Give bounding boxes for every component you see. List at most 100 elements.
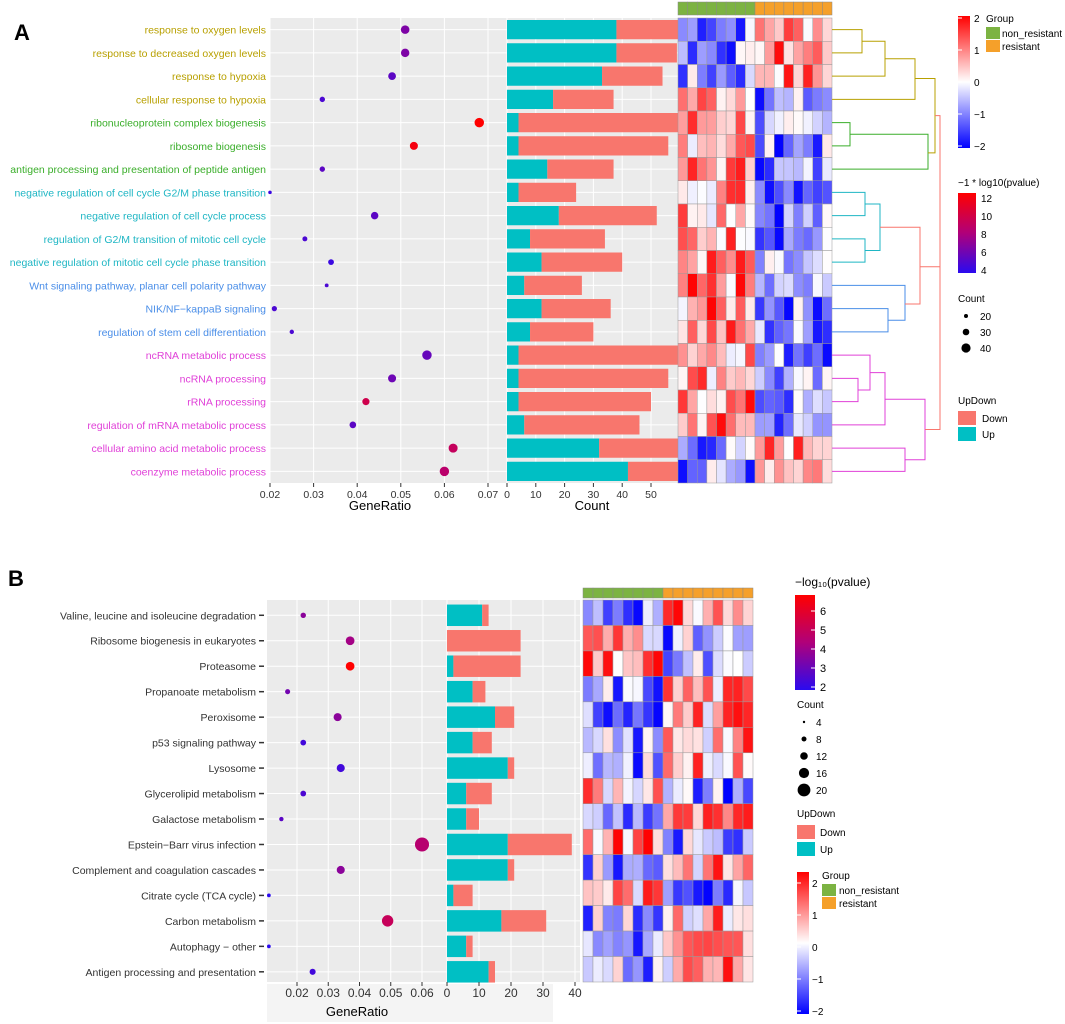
b-heat-cell bbox=[592, 727, 604, 754]
a-count-tick-label: 10 bbox=[530, 489, 542, 501]
b-heat-cell bbox=[632, 599, 644, 626]
a-term-label: rRNA processing bbox=[187, 397, 266, 409]
b-heat-cell bbox=[682, 854, 694, 881]
b-heat-cell bbox=[712, 727, 724, 754]
b-bar-up bbox=[447, 859, 508, 881]
b-term-label: Antigen processing and presentation bbox=[86, 967, 257, 979]
a-heat-cell bbox=[812, 343, 823, 367]
a-group-swatch-res bbox=[986, 40, 1000, 52]
b-heat-cell bbox=[712, 778, 724, 804]
b-heat-cell bbox=[662, 752, 674, 779]
a-heat-cell bbox=[706, 227, 717, 251]
a-group-swatch-non bbox=[986, 27, 1000, 39]
a-heat-cell bbox=[754, 203, 765, 228]
b-heat-cell bbox=[722, 854, 734, 881]
a-heat-tick-label: 2 bbox=[974, 14, 980, 25]
panel-b-label: B bbox=[8, 566, 24, 591]
a-dot bbox=[409, 141, 418, 150]
a-heat-cell bbox=[687, 413, 698, 437]
b-pval-title: −log₁₀(pvalue) bbox=[795, 575, 870, 589]
a-heat-cell bbox=[716, 389, 727, 414]
b-heat-cell bbox=[622, 650, 634, 677]
b-group-title: Group bbox=[822, 871, 850, 882]
panel-a-label: A bbox=[14, 20, 30, 45]
b-heat-cell bbox=[742, 854, 754, 881]
a-heat-cell bbox=[687, 320, 698, 344]
a-bar-up bbox=[507, 299, 542, 319]
b-heat-cell bbox=[652, 676, 664, 703]
b-heat-cell bbox=[692, 956, 704, 983]
a-heat-cell bbox=[802, 134, 813, 158]
b-heat-cell bbox=[612, 905, 624, 932]
a-heat-cell bbox=[764, 227, 775, 251]
a-heat-cell bbox=[706, 273, 717, 298]
a-heat-cell bbox=[725, 41, 736, 65]
b-heat-cell bbox=[582, 854, 594, 881]
a-heat-cell bbox=[697, 87, 708, 112]
a-dendro-branch bbox=[832, 372, 886, 426]
a-bar-down bbox=[524, 415, 640, 435]
a-bar-down bbox=[530, 322, 594, 342]
b-heat-cell bbox=[722, 956, 734, 983]
a-term-label: cellular amino acid metabolic process bbox=[92, 443, 267, 455]
a-heat-cell bbox=[802, 366, 813, 391]
b-bar-down bbox=[472, 680, 486, 703]
b-heat-cell bbox=[702, 803, 714, 830]
a-heat-cell bbox=[687, 227, 698, 251]
b-bar-down bbox=[488, 961, 495, 983]
b-heat-cell bbox=[672, 828, 684, 855]
a-heat-cell bbox=[822, 41, 833, 65]
b-group-non-label: non_resistant bbox=[839, 886, 899, 897]
a-heat-cell bbox=[783, 459, 794, 484]
b-heat-cell bbox=[692, 854, 704, 881]
a-group-cell bbox=[783, 1, 794, 16]
a-dot bbox=[289, 329, 294, 335]
a-heat-cell bbox=[725, 180, 736, 205]
a-heat-cell bbox=[812, 134, 823, 158]
b-pval-tick-label: 5 bbox=[820, 625, 826, 637]
b-heat-colorbar bbox=[797, 872, 809, 1014]
a-heat-cell bbox=[802, 87, 813, 112]
a-heat-cell bbox=[774, 134, 785, 158]
b-bar-up bbox=[447, 757, 508, 779]
a-dendro-branch bbox=[915, 77, 936, 154]
a-term-label: antigen processing and presentation of p… bbox=[10, 164, 266, 176]
b-heat-cell bbox=[682, 752, 694, 779]
a-heat-cell bbox=[754, 366, 765, 391]
a-heat-cell bbox=[725, 366, 736, 391]
a-heat-cell bbox=[687, 296, 698, 321]
a-updown-title: UpDown bbox=[958, 396, 996, 407]
b-heat-cell bbox=[702, 854, 714, 881]
a-bar-up bbox=[507, 20, 617, 40]
a-heat-cell bbox=[822, 157, 833, 181]
b-heat-cell bbox=[692, 930, 704, 957]
a-pval-tick-label: 4 bbox=[981, 266, 987, 277]
a-dot bbox=[370, 211, 379, 220]
b-term-label: Lysosome bbox=[209, 763, 257, 775]
b-heat-cell bbox=[582, 752, 594, 779]
a-heat-cell bbox=[774, 343, 785, 367]
a-heat-cell bbox=[822, 343, 833, 367]
b-heat-cell bbox=[722, 879, 734, 906]
a-count-legend-items: 20 30 40 bbox=[961, 312, 992, 355]
a-heat-cell bbox=[822, 87, 833, 112]
a-group-cell bbox=[687, 1, 698, 16]
a-heat-cell bbox=[774, 180, 785, 205]
b-heat-cell bbox=[742, 676, 754, 703]
b-heat-cell bbox=[632, 930, 644, 957]
b-heat-cell bbox=[692, 676, 704, 703]
b-heat-cell bbox=[742, 727, 754, 754]
a-dot bbox=[439, 466, 450, 477]
a-down-swatch bbox=[958, 411, 976, 425]
a-up-swatch bbox=[958, 427, 976, 441]
a-heat-cell bbox=[822, 64, 833, 88]
a-group-cell bbox=[774, 1, 785, 16]
b-heat-cell bbox=[742, 650, 754, 677]
b-heat-cell bbox=[662, 930, 674, 957]
b-heat-cell bbox=[612, 778, 624, 804]
a-heat-cell bbox=[774, 436, 785, 460]
a-heat-cell bbox=[735, 203, 746, 228]
b-dot bbox=[381, 915, 394, 927]
a-heat-cell bbox=[697, 320, 708, 344]
